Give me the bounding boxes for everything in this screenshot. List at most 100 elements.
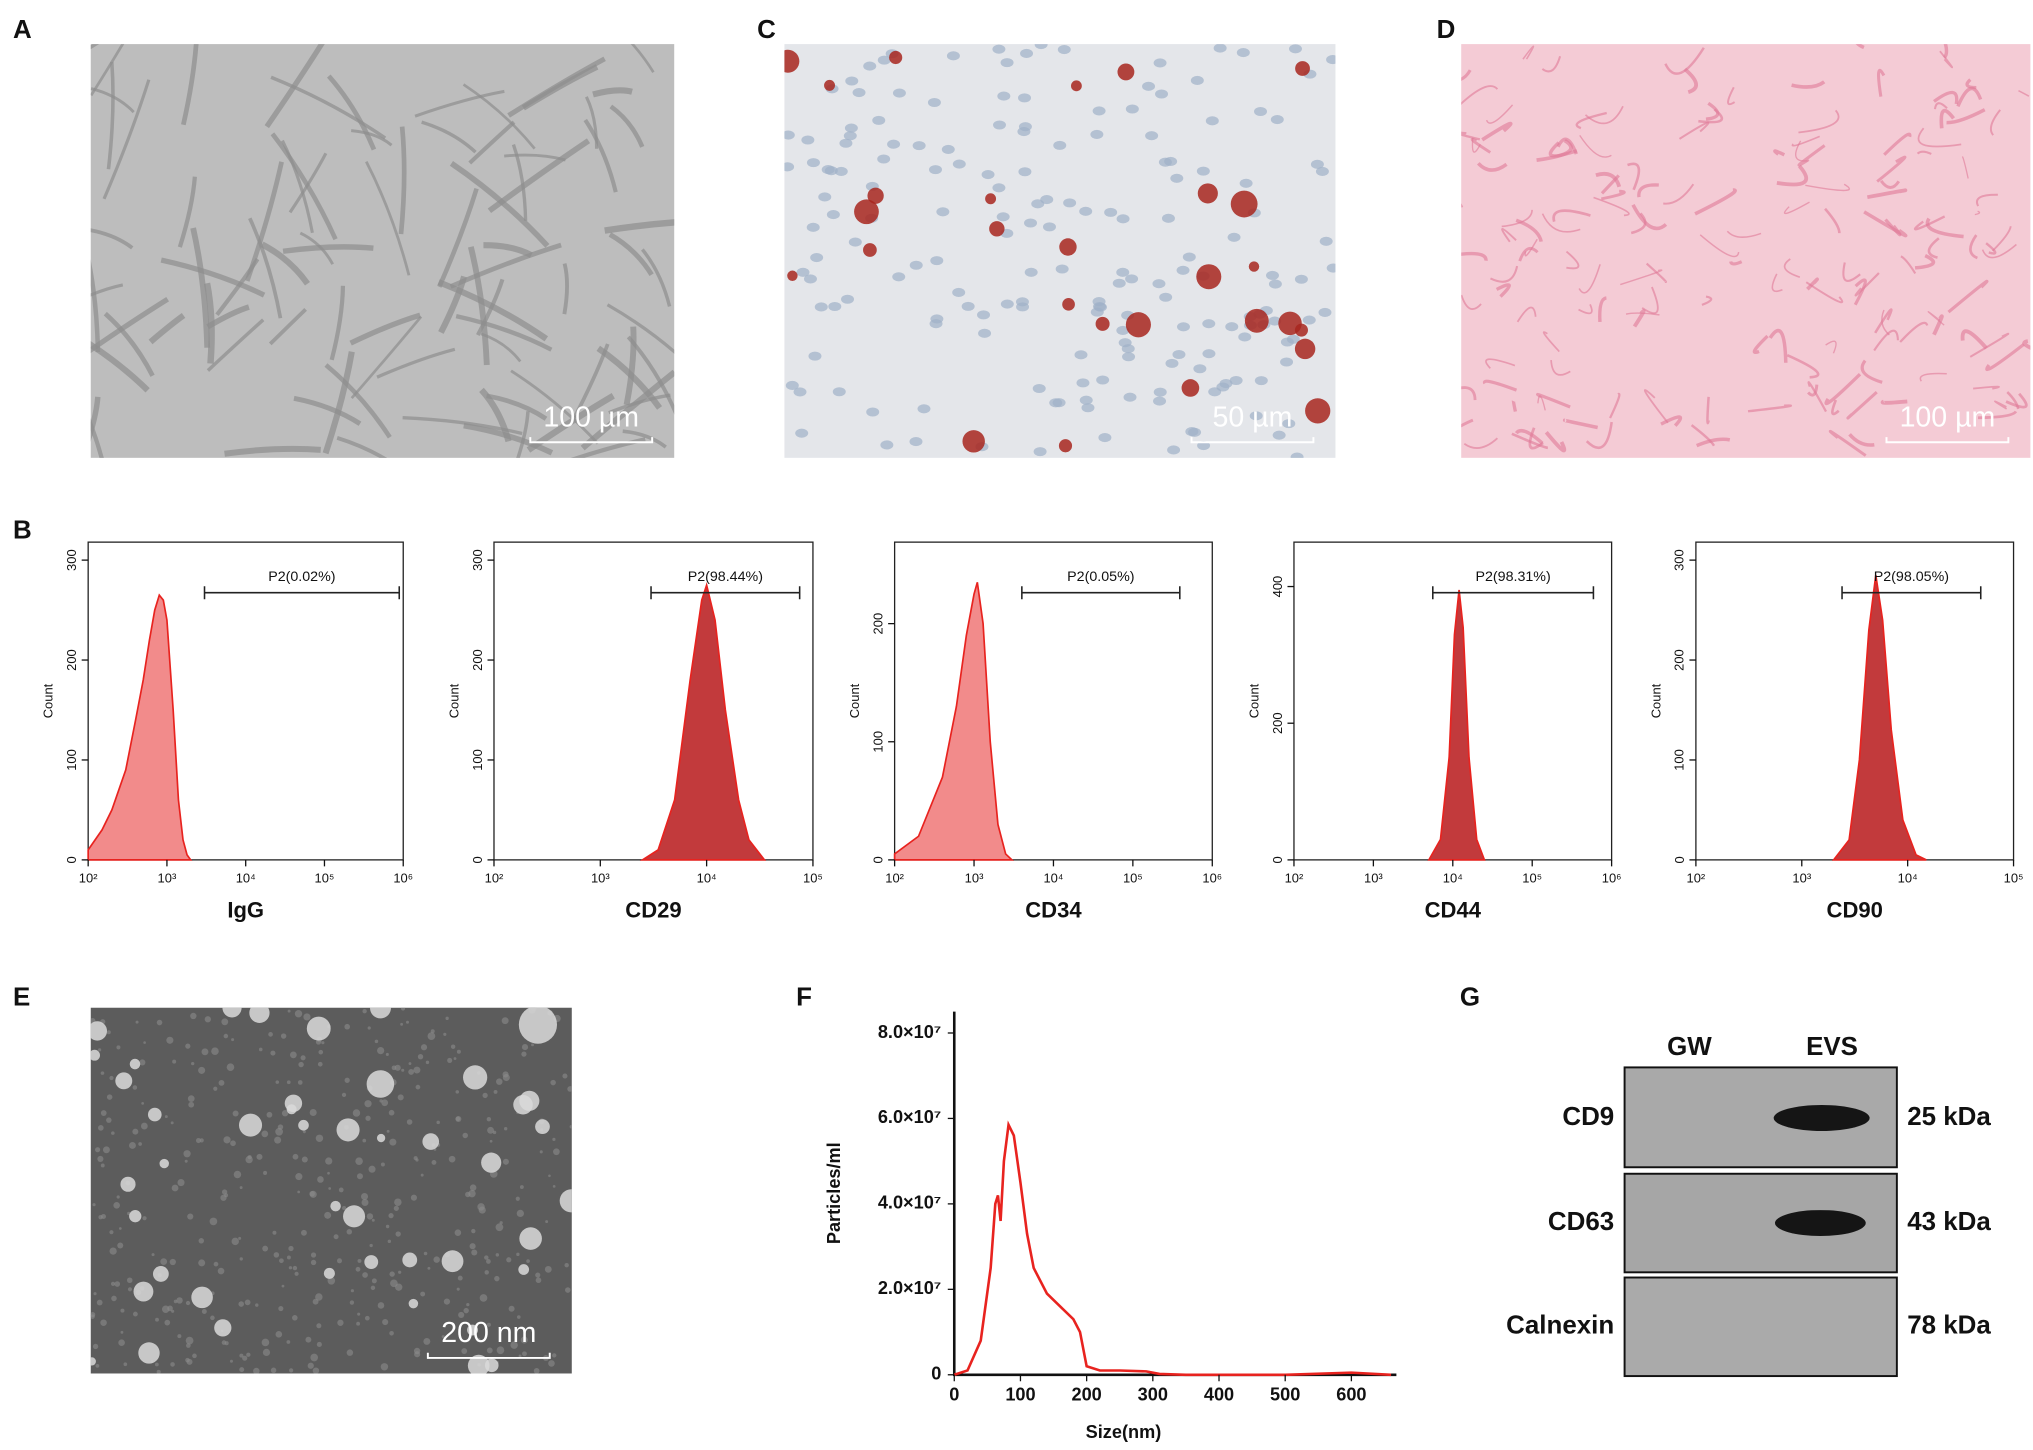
grain (406, 1020, 409, 1024)
cell (324, 363, 392, 439)
grain (198, 1259, 206, 1267)
fiber (1705, 101, 1720, 121)
grain (327, 1171, 330, 1175)
grain (316, 1323, 322, 1329)
cell (585, 96, 599, 149)
x-tick-label: 10⁶ (393, 871, 413, 886)
fiber (1536, 138, 1573, 162)
size-distribution (953, 1120, 1392, 1377)
grain (338, 1187, 344, 1193)
nucleus (952, 159, 966, 169)
grain (357, 1258, 362, 1263)
y-axis-label: Particles/ml (824, 1142, 844, 1244)
fiber (1542, 331, 1560, 353)
grain (469, 1184, 477, 1191)
nucleus (1040, 195, 1054, 205)
vesicle (402, 1252, 418, 1268)
nucleus (1326, 263, 1336, 273)
grain (190, 1012, 197, 1020)
nucleus (1190, 75, 1204, 86)
grain (185, 1336, 194, 1345)
scale-bar (529, 437, 654, 444)
grain (273, 1252, 280, 1258)
grain (221, 1340, 227, 1345)
grain (408, 1062, 412, 1065)
y-tick-label: 2.0×10⁷ (878, 1278, 941, 1298)
cell (622, 429, 667, 449)
grain (211, 1047, 219, 1055)
nucleus (978, 328, 992, 338)
grain (312, 1367, 320, 1374)
grain (427, 1032, 436, 1041)
grain (508, 1305, 515, 1312)
grain (275, 1127, 283, 1136)
gate-label: P2(0.02%) (268, 569, 335, 585)
fiber (1683, 67, 1698, 95)
grain (413, 1156, 418, 1161)
grain (238, 1301, 245, 1307)
grain (381, 1099, 389, 1107)
grain (478, 1206, 486, 1214)
grain (544, 1265, 552, 1273)
vesicle (238, 1113, 263, 1137)
fiber (1632, 309, 1646, 328)
grain (545, 1220, 549, 1223)
fiber (1461, 85, 1499, 105)
x-axis-label: CD44 (1425, 898, 1482, 923)
fiber (1481, 121, 1513, 142)
fiber (1783, 258, 1801, 278)
fiber (1786, 354, 1820, 379)
nucleus (1196, 166, 1210, 176)
nucleus (1090, 129, 1104, 139)
nucleus (1254, 106, 1267, 117)
grain (123, 1362, 128, 1367)
grain (213, 1261, 219, 1267)
nucleus (1081, 403, 1095, 413)
cell (270, 75, 387, 140)
grain (346, 1349, 354, 1356)
grain (300, 1229, 307, 1236)
grain (445, 1016, 449, 1020)
y-tick-label: 300 (64, 549, 79, 571)
fiber (1771, 273, 1783, 293)
grain (129, 1142, 136, 1149)
grain (406, 1119, 413, 1125)
grain (521, 1051, 527, 1057)
cell (572, 343, 610, 419)
grain (486, 1259, 491, 1264)
fiber (1985, 343, 2025, 372)
grain (436, 1120, 440, 1125)
x-tick-label: 10⁵ (315, 871, 335, 886)
grain (171, 1309, 175, 1313)
lipid-droplet (1181, 379, 1200, 397)
y-axis-label: Count (41, 683, 56, 718)
grain (479, 1294, 488, 1302)
grain (342, 1205, 347, 1211)
texture (1461, 44, 2031, 457)
grain (516, 1209, 524, 1218)
fiber (1516, 306, 1537, 323)
grain (489, 1139, 493, 1143)
fiber (1855, 44, 1865, 50)
x-tick-label: 100 (1005, 1384, 1035, 1404)
lipid-droplet (1197, 183, 1218, 204)
grain (201, 1048, 209, 1056)
grain (328, 1187, 332, 1190)
nucleus (892, 272, 906, 282)
fiber (1866, 188, 1908, 200)
y-tick-label: 200 (470, 649, 485, 671)
fiber (1791, 80, 1826, 89)
nucleus (1165, 358, 1179, 368)
vesicle (147, 1107, 162, 1122)
grain (370, 1285, 376, 1291)
fiber (2018, 90, 2030, 97)
nucleus (1219, 378, 1233, 389)
protein-label: CD9 (1562, 1103, 1614, 1131)
fiber (1991, 226, 2012, 252)
fiber (1695, 437, 1731, 448)
grain (135, 1020, 139, 1024)
lipid-droplet (1295, 61, 1310, 76)
grain (441, 1335, 445, 1339)
nucleus (1315, 166, 1329, 176)
grain (305, 1336, 312, 1343)
